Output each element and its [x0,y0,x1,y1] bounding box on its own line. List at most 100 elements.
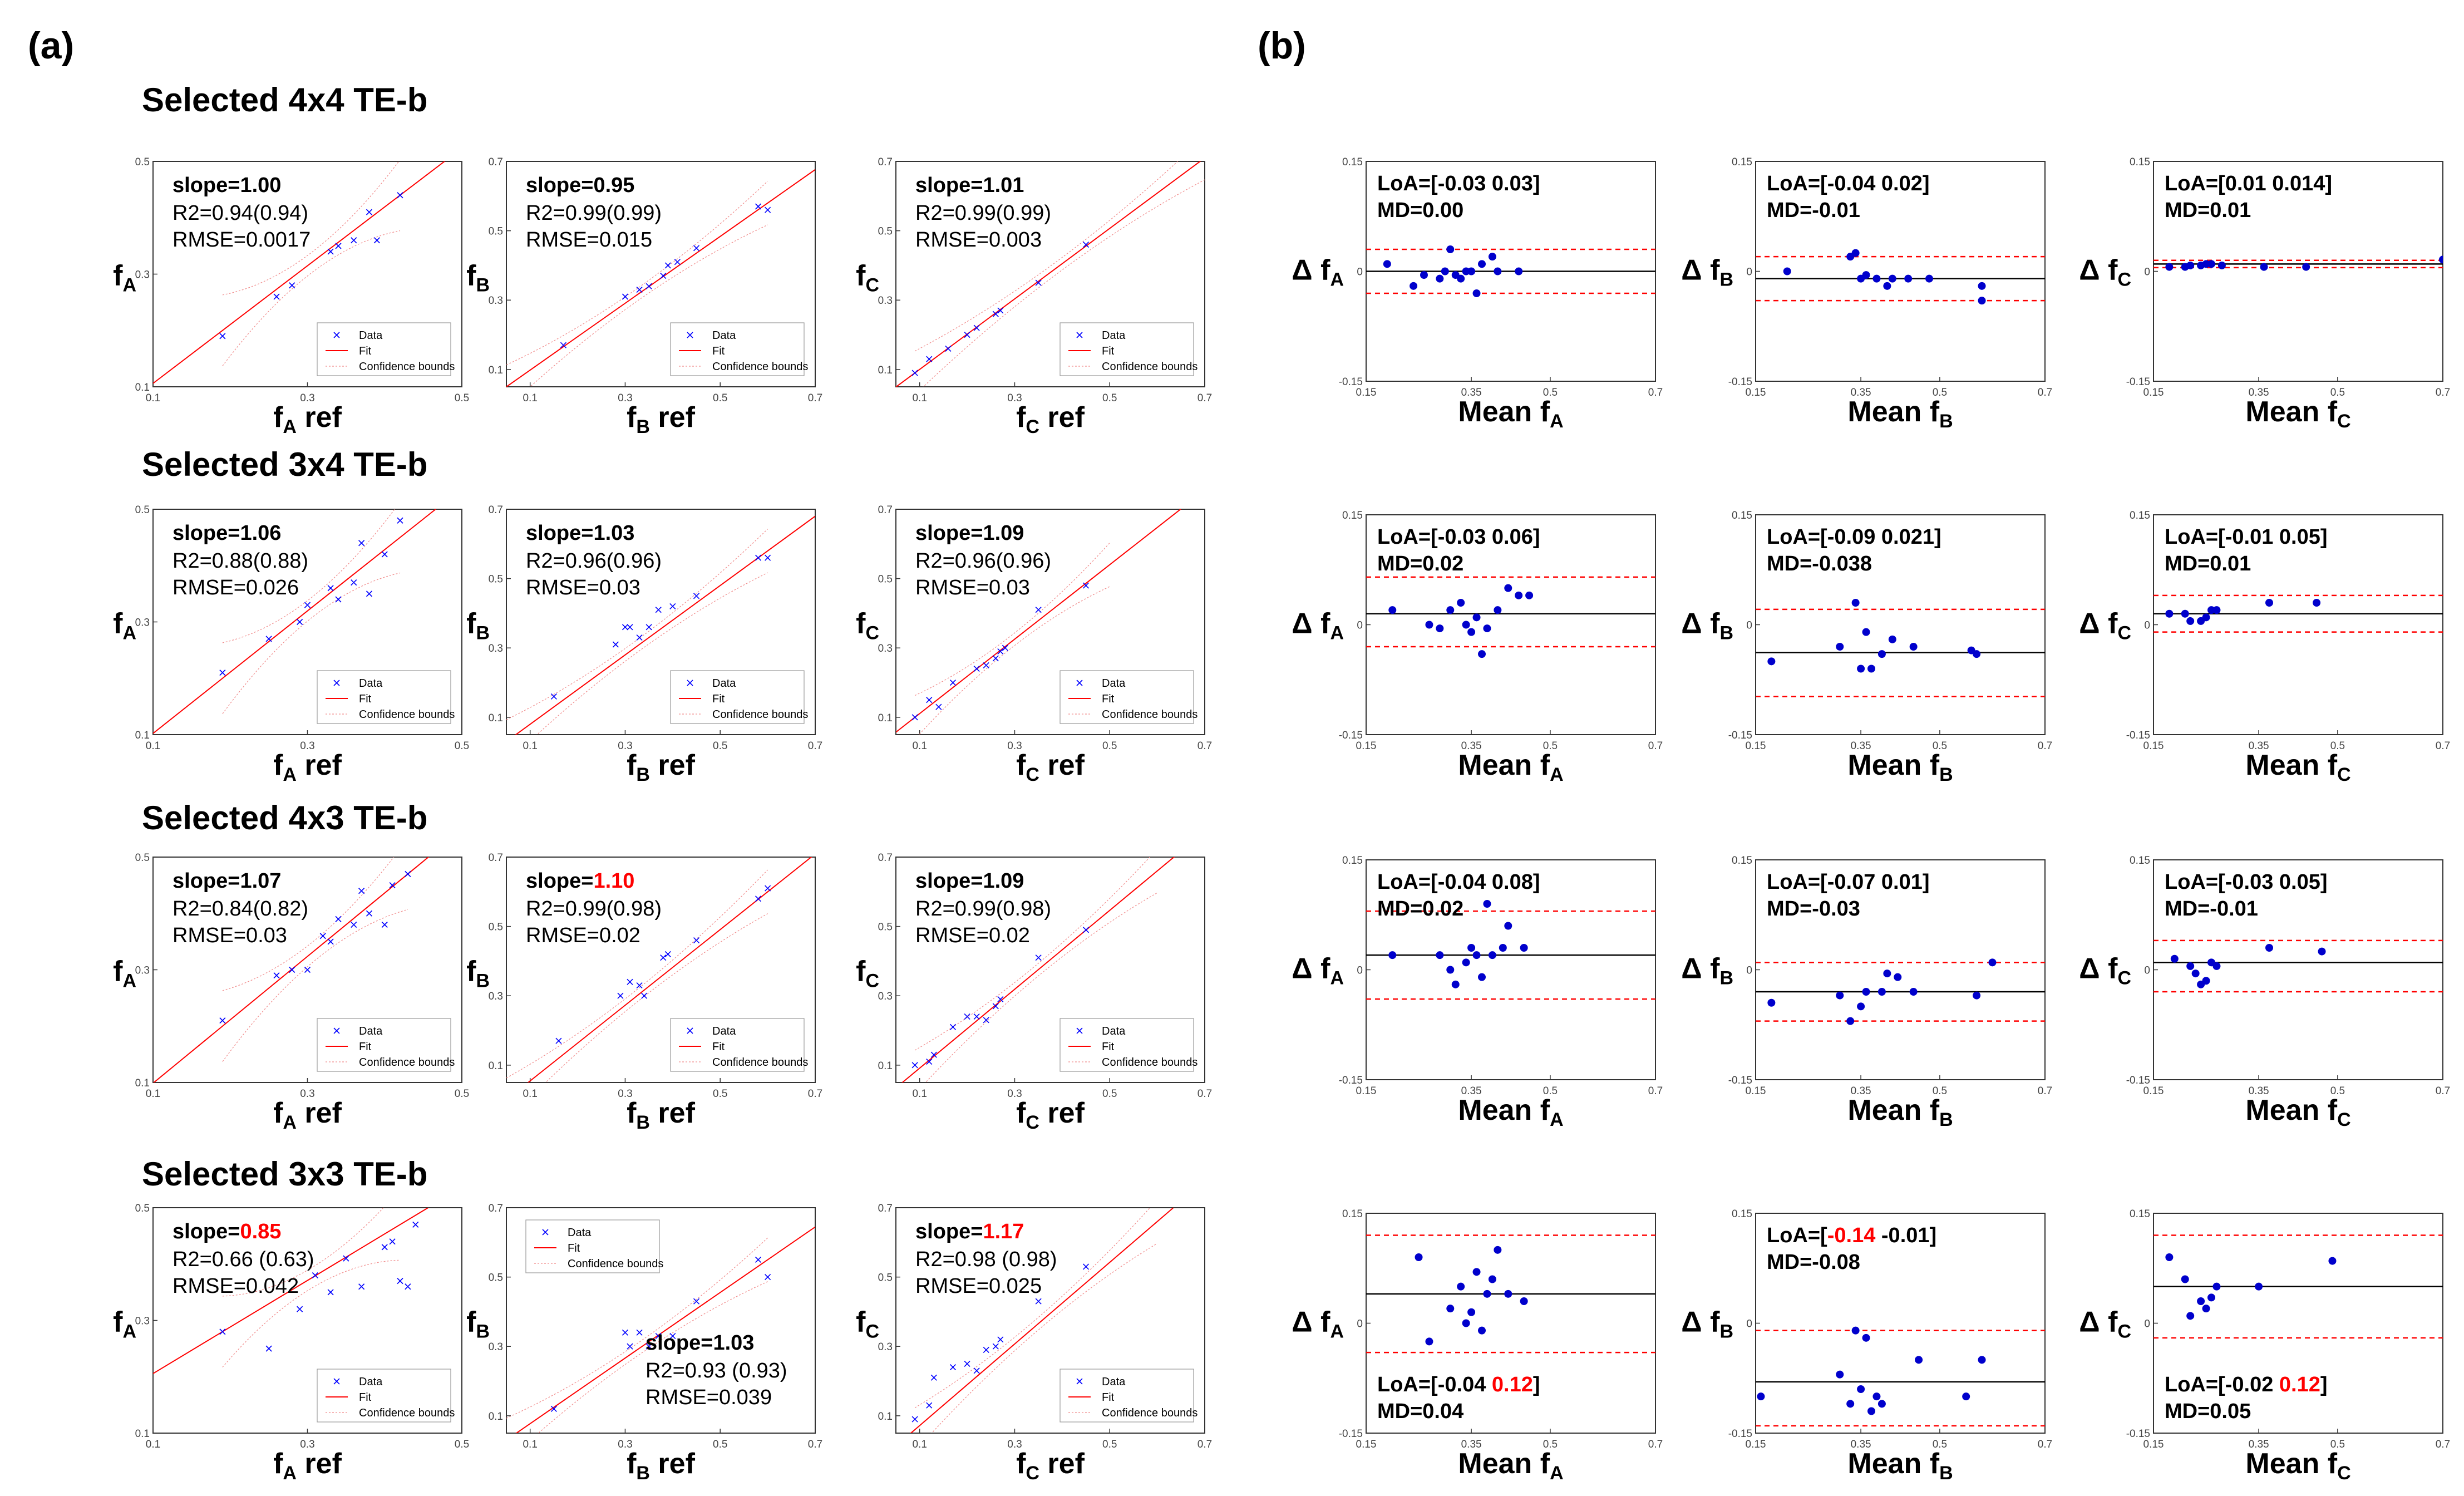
data-point [1415,1253,1423,1261]
data-point [219,333,226,339]
md-label: MD=-0.03 [1767,897,1860,921]
data-point [1904,274,1913,283]
data-point [997,648,1004,655]
data-point [389,1238,396,1245]
data-point [2313,599,2321,607]
data-point [911,370,918,376]
data-point [2181,609,2189,618]
x-tick-label: 0.5 [1102,392,1117,404]
data-point [935,703,942,710]
y-tick-label: 0 [2144,1318,2150,1330]
data-point [1978,1356,1986,1364]
data-point [555,1037,562,1044]
plot-area [153,161,446,384]
x-tick-label: 0.5 [2330,1439,2345,1450]
x-tick-label: 0.7 [1648,740,1663,752]
legend-label-fit: Fit [712,1041,725,1053]
x-tick-label: 0.5 [713,1439,727,1450]
data-point [1451,980,1460,988]
data-point [2202,977,2210,985]
data-point [1915,1356,1923,1364]
x-tick-label: 0.35 [1461,1439,1482,1450]
data-point [1478,973,1486,981]
slope-label: slope=1.00 [173,174,281,197]
y-tick-label: 0.3 [135,617,150,629]
data-point [664,262,671,269]
data-point [1446,966,1455,974]
data-point [765,554,771,561]
data-point [1478,1326,1486,1335]
legend-label-data: Data [1102,677,1126,690]
plot-area [506,169,815,393]
legend: Data Fit Confidence bounds [1059,1369,1197,1423]
md-label: MD=-0.038 [1767,552,1872,575]
chart-a-3-1: 0.1 0.3 0.5 0.1 0.3 0.5 slope=1.07 R2=0.84(0.82… [113,852,469,1133]
data-point [2439,255,2443,264]
data-point [509,387,514,393]
data-point [636,1329,643,1336]
x-tick-label: 0.15 [1356,740,1377,752]
data-point [327,938,334,945]
y-axis-label: fC [856,956,879,992]
r2-label: R2=0.99(0.99) [526,201,662,225]
confidence-bound [529,224,768,387]
data-point [636,286,643,293]
data-point [2181,1275,2189,1283]
data-point [1499,944,1507,952]
x-axis-label: fA ref [273,1097,342,1133]
x-tick-label: 0.15 [1746,740,1766,752]
x-axis-label: Mean fC [2245,1094,2350,1130]
x-tick-label: 0.7 [2038,1085,2052,1097]
x-tick-label: 0.35 [1461,1085,1482,1097]
rmse-label: RMSE=0.03 [173,924,287,947]
x-tick-label: 0.35 [1461,387,1482,398]
charts-layer: 0.1 0.3 0.5 0.1 0.3 0.5 slope=1.00 R2=0.94(0.94… [113,156,2450,1484]
plot-area [2153,594,2443,633]
x-axis-label: fB ref [627,1097,695,1133]
confidence-bound [914,161,1179,352]
legend: Data Fit Confidence bounds [525,1219,663,1273]
legend-label-fit: Fit [568,1242,580,1254]
legend-box [1059,670,1194,724]
data-point [343,1255,349,1262]
chart-b-1-2: 0.15 0.35 0.5 0.7 0.15 0 -0.15 LoA=[-0.04 0.02]… [1681,156,2052,432]
y-tick-label: 0.15 [1342,1208,1363,1220]
data-point [1082,927,1090,933]
data-point [926,356,933,362]
md-label: MD=0.02 [1377,552,1463,575]
loa-label: LoA=[-0.07 0.01] [1767,870,1930,894]
data-point [1962,1392,1970,1401]
chart-a-1-1: 0.1 0.3 0.5 0.1 0.3 0.5 slope=1.00 R2=0.94(0.94… [113,156,469,437]
fit-line [527,857,812,1082]
legend: Data Fit Confidence bounds [317,322,455,376]
y-tick-label: -0.15 [1728,730,1752,741]
data-point [351,237,357,244]
fit-line [896,509,1182,733]
data-point [327,248,334,255]
x-tick-label: 0.7 [1648,1085,1663,1097]
rmse-label: RMSE=0.042 [173,1274,299,1298]
chart-a-1-2: 0.1 0.3 0.5 0.7 0.1 0.3 0.5 0.7 slope=0.95 R2=0.9… [466,156,822,437]
y-tick-label: 0.5 [135,156,150,168]
y-tick-label: 0.3 [878,643,893,654]
data-point [1909,988,1918,996]
data-point [1462,1319,1470,1327]
y-tick-label: 0.15 [1342,855,1363,867]
data-point [930,1051,937,1058]
data-point [1457,1282,1465,1291]
x-tick-label: 0.5 [713,392,727,404]
legend-label-data: Data [359,1025,383,1037]
data-point [2265,599,2273,607]
data-point [1767,998,1776,1007]
r2-label: R2=0.98 (0.98) [915,1248,1057,1271]
y-tick-label: 0.1 [135,1077,150,1089]
confidence-bound [222,1208,384,1297]
x-tick-label: 0.7 [808,1088,822,1100]
data-point [319,933,326,939]
data-point [945,345,952,352]
data-point [627,978,633,985]
chart-a-3-3: 0.1 0.3 0.5 0.7 0.1 0.3 0.5 0.7 slope=1.09 R2=0.9… [856,852,1212,1133]
data-point [351,579,357,586]
md-label: MD=0.01 [2165,199,2251,222]
data-point [755,554,762,561]
